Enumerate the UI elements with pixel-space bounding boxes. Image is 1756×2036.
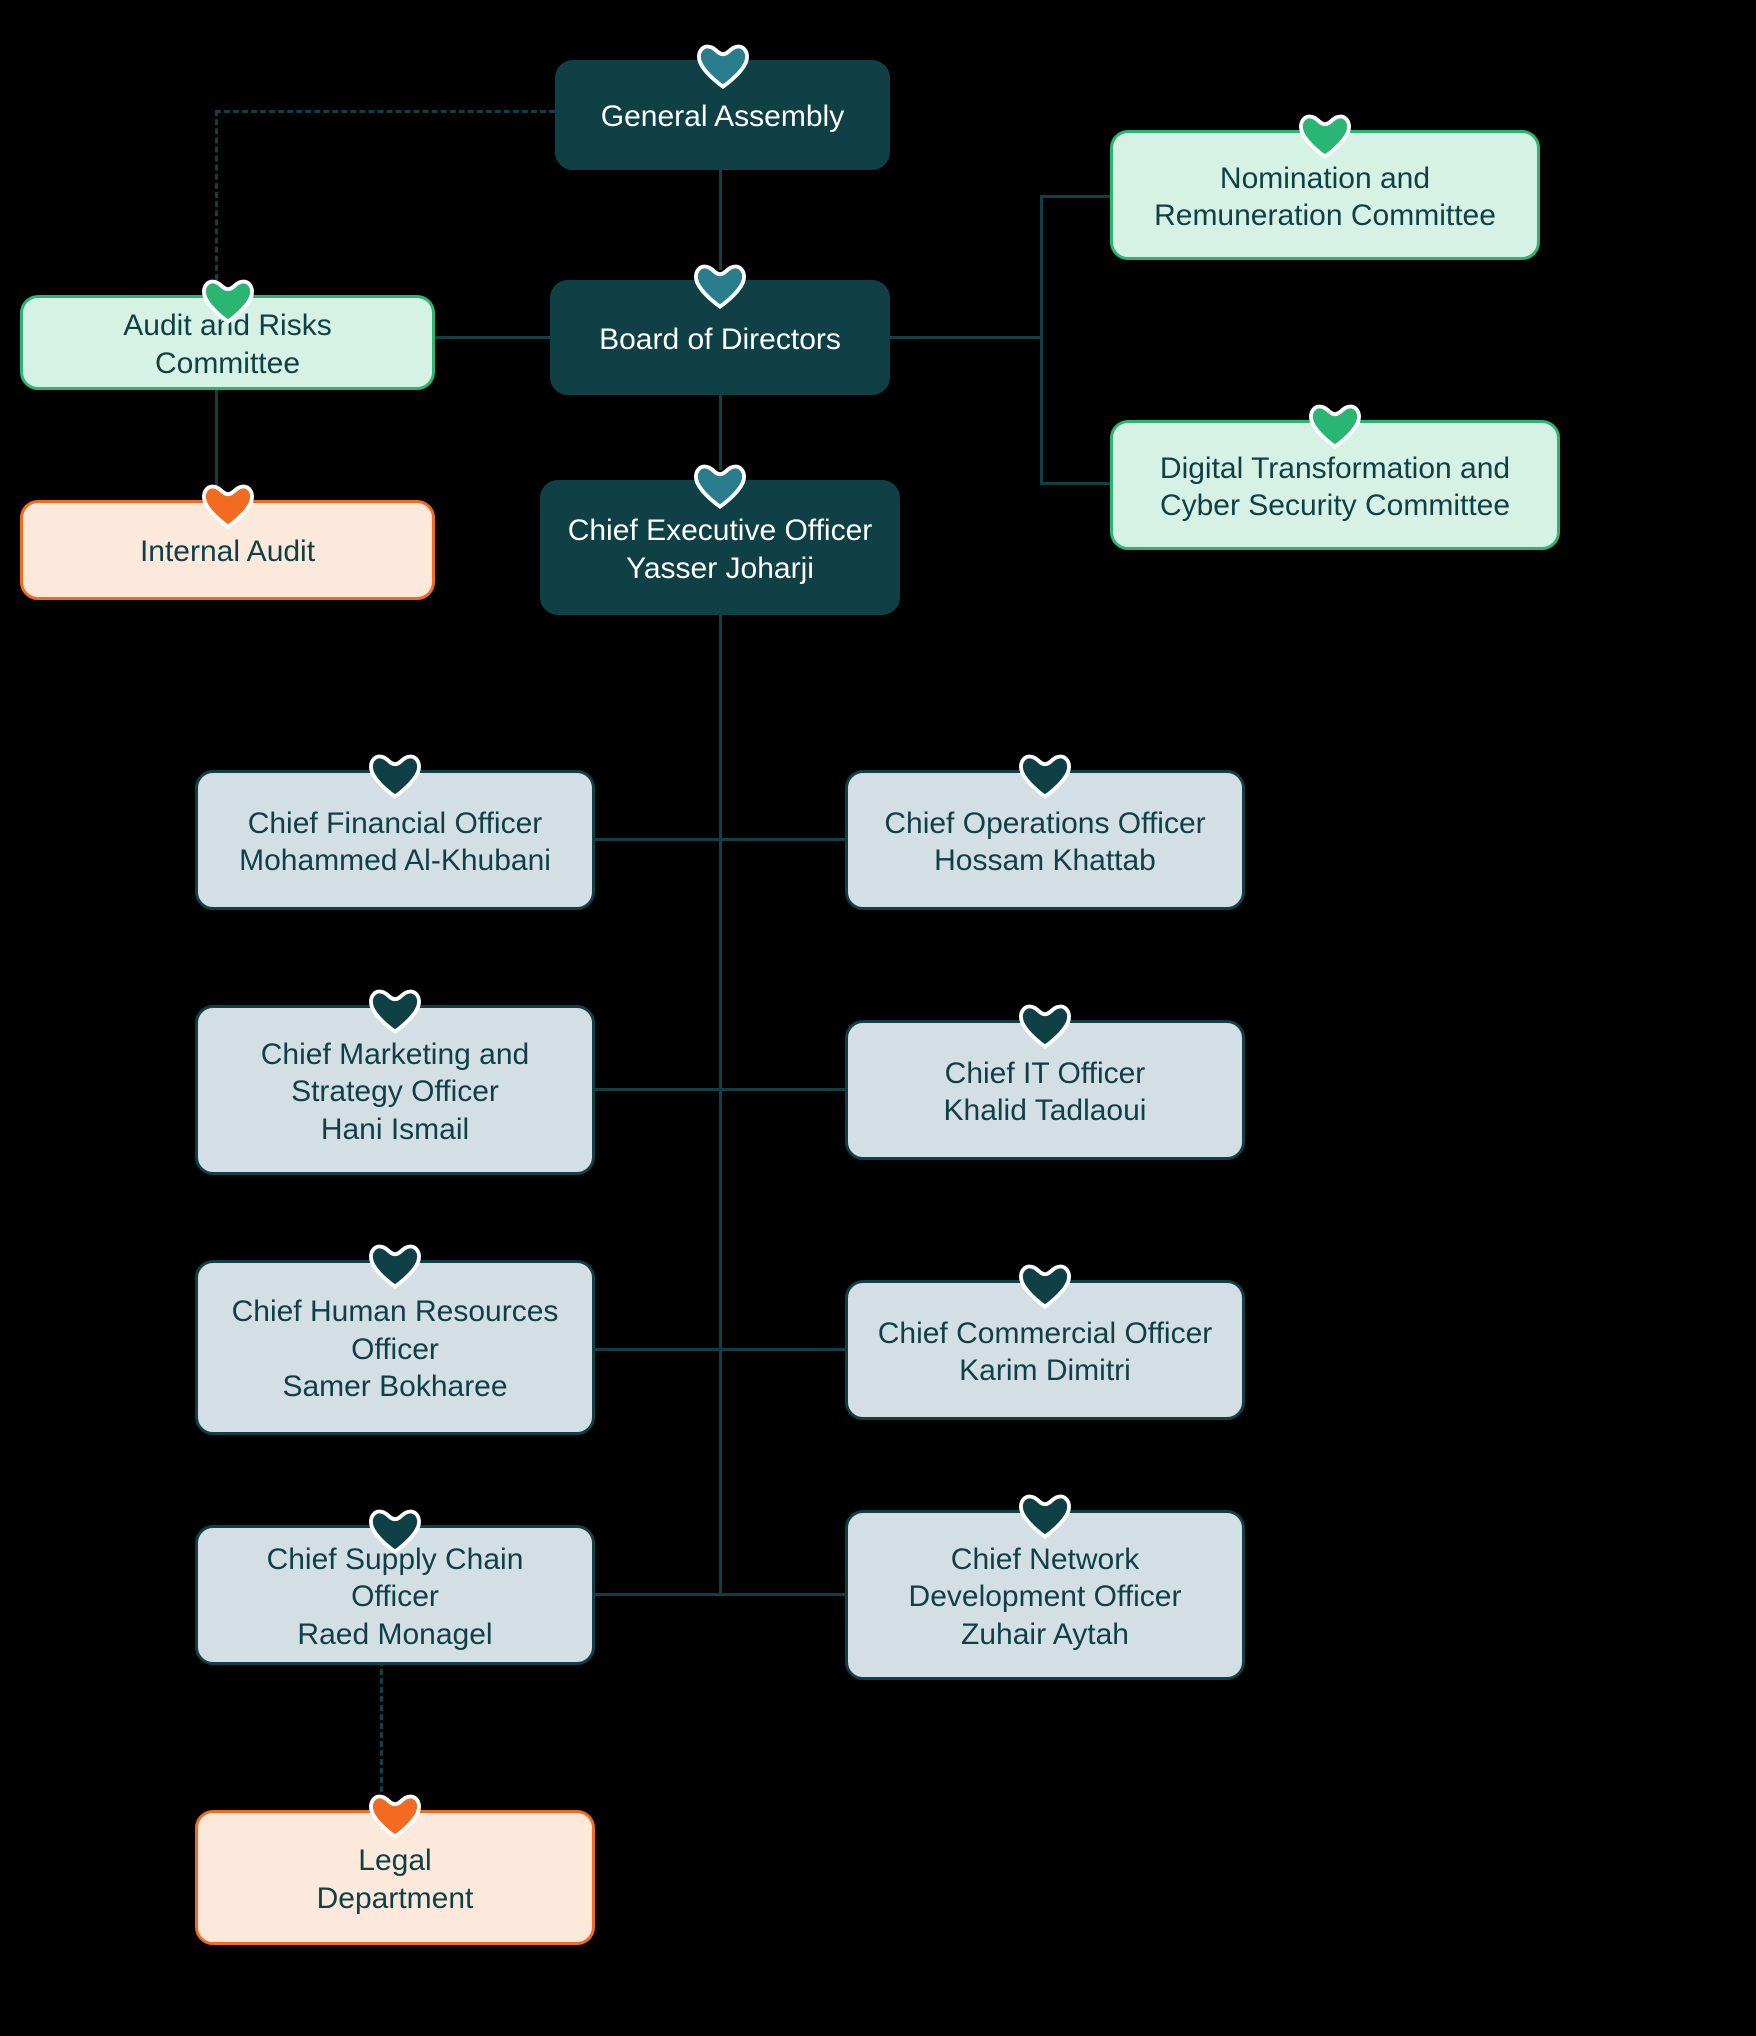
heart-icon bbox=[1019, 751, 1071, 799]
edge-right-digital bbox=[1040, 482, 1110, 485]
edge-audit-internal bbox=[215, 380, 218, 500]
node-label: Chief Financial Officer Mohammed Al-Khub… bbox=[239, 805, 551, 880]
node-board: Board of Directors bbox=[550, 280, 890, 395]
node-chro: Chief Human Resources Officer Samer Bokh… bbox=[195, 1260, 595, 1435]
edge-row4 bbox=[590, 1593, 850, 1596]
heart-icon bbox=[1019, 1491, 1071, 1539]
edge-ga-audit-v bbox=[215, 110, 218, 280]
edge-ga-audit-h bbox=[215, 110, 555, 113]
node-label: Internal Audit bbox=[140, 533, 315, 571]
node-label: Chief IT Officer Khalid Tadlaoui bbox=[944, 1055, 1147, 1130]
heart-icon bbox=[1309, 401, 1361, 449]
node-legal: Legal Department bbox=[195, 1810, 595, 1945]
node-cndo: Chief Network Development Officer Zuhair… bbox=[845, 1510, 1245, 1680]
heart-icon bbox=[1019, 1261, 1071, 1309]
heart-icon bbox=[369, 986, 421, 1034]
node-label: Chief Network Development Officer Zuhair… bbox=[872, 1541, 1218, 1654]
node-coo: Chief Operations Officer Hossam Khattab bbox=[845, 770, 1245, 910]
edge-right-nom bbox=[1040, 195, 1110, 198]
edge-row1 bbox=[590, 838, 850, 841]
edge-audit-board bbox=[430, 336, 550, 339]
node-cco: Chief Commercial Officer Karim Dimitri bbox=[845, 1280, 1245, 1420]
node-label: Chief Marketing and Strategy Officer Han… bbox=[222, 1036, 568, 1149]
node-label: Chief Operations Officer Hossam Khattab bbox=[884, 805, 1205, 880]
node-label: Nomination and Remuneration Committee bbox=[1137, 160, 1513, 235]
node-label: Legal Department bbox=[317, 1842, 474, 1917]
node-label: Chief Human Resources Officer Samer Bokh… bbox=[222, 1293, 568, 1406]
node-general-assembly: General Assembly bbox=[555, 60, 890, 170]
edge-row2 bbox=[590, 1088, 850, 1091]
heart-icon bbox=[369, 751, 421, 799]
heart-icon bbox=[1299, 111, 1351, 159]
node-csco: Chief Supply Chain Officer Raed Monagel bbox=[195, 1525, 595, 1665]
node-label: Digital Transformation and Cyber Securit… bbox=[1137, 450, 1533, 525]
heart-icon bbox=[697, 41, 749, 89]
node-digital: Digital Transformation and Cyber Securit… bbox=[1110, 420, 1560, 550]
node-label: Chief Executive Officer Yasser Joharji bbox=[568, 512, 873, 587]
edge-board-right-h bbox=[890, 336, 1040, 339]
node-audit-risks: Audit and Risks Committee bbox=[20, 295, 435, 390]
heart-icon bbox=[202, 481, 254, 529]
node-label: Audit and Risks Committee bbox=[47, 307, 408, 382]
edge-csco-legal bbox=[380, 1660, 383, 1810]
node-label: Chief Supply Chain Officer Raed Monagel bbox=[222, 1541, 568, 1654]
node-cito: Chief IT Officer Khalid Tadlaoui bbox=[845, 1020, 1245, 1160]
node-nomination: Nomination and Remuneration Committee bbox=[1110, 130, 1540, 260]
heart-icon bbox=[369, 1791, 421, 1839]
node-label: General Assembly bbox=[601, 98, 844, 136]
heart-icon bbox=[1019, 1001, 1071, 1049]
node-label: Board of Directors bbox=[599, 321, 841, 359]
node-cmo: Chief Marketing and Strategy Officer Han… bbox=[195, 1005, 595, 1175]
node-cfo: Chief Financial Officer Mohammed Al-Khub… bbox=[195, 770, 595, 910]
node-label: Chief Commercial Officer Karim Dimitri bbox=[878, 1315, 1213, 1390]
node-ceo: Chief Executive Officer Yasser Joharji bbox=[540, 480, 900, 615]
edge-row3 bbox=[590, 1348, 850, 1351]
node-internal-audit: Internal Audit bbox=[20, 500, 435, 600]
heart-icon bbox=[369, 1241, 421, 1289]
edge-board-right-v bbox=[1040, 195, 1043, 485]
